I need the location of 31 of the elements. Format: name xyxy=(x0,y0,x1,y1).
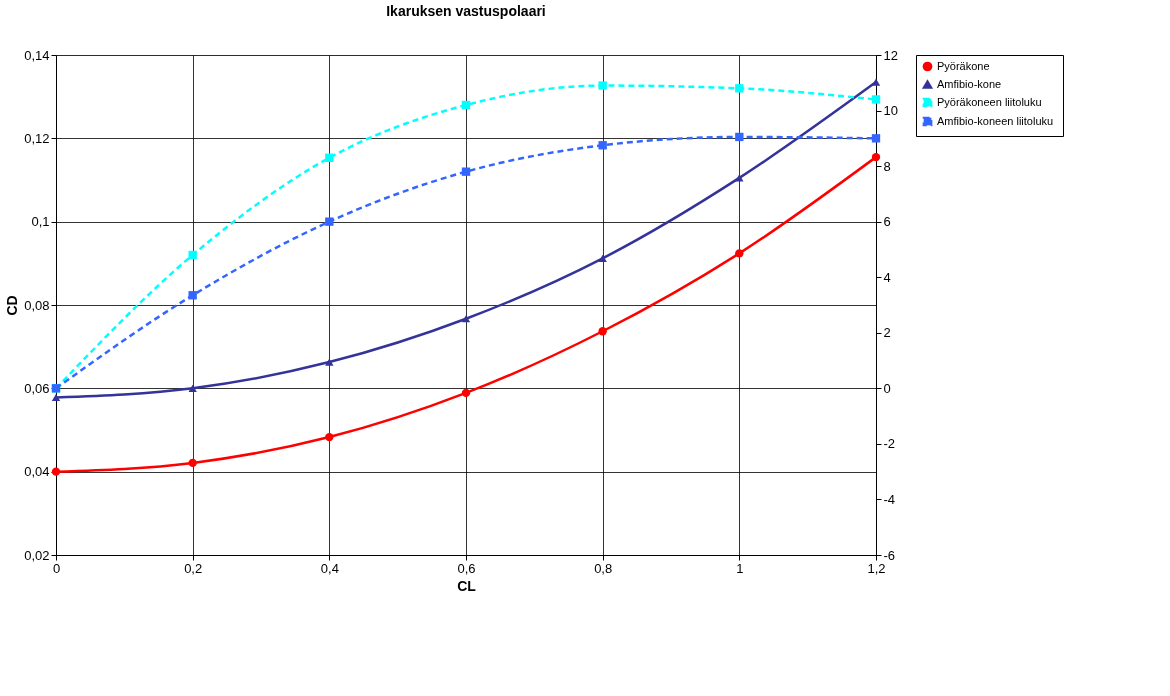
x-tick-label: 0 xyxy=(52,560,61,576)
x-axis-title: CL xyxy=(457,577,477,594)
y-tick-label: 0,12 xyxy=(24,130,50,146)
x-tick-label: 1 xyxy=(736,560,744,576)
y-tick-label: 0,14 xyxy=(24,47,50,63)
legend-label: Amfibio-kone xyxy=(937,77,1002,90)
x-tick-label: 0,8 xyxy=(594,560,613,576)
x-tick-label: 0,4 xyxy=(320,560,339,576)
y2-tick-label: -2 xyxy=(883,436,896,452)
x-tick-label: 1,2 xyxy=(867,560,886,576)
y-tick-label: 0,02 xyxy=(24,547,50,563)
y2-tick-label: -4 xyxy=(883,491,896,507)
y-tick-label: 0,1 xyxy=(31,214,50,230)
y2-tick-label: 10 xyxy=(883,103,898,119)
y2-tick-label: 0 xyxy=(883,380,891,396)
y2-tick-label: 2 xyxy=(883,325,891,341)
y2-tick-label: 6 xyxy=(883,214,891,230)
x-tick-label: 0,2 xyxy=(184,560,203,576)
y2-tick-label: 8 xyxy=(883,158,891,174)
legend-label: Pyöräkone xyxy=(937,59,990,72)
y-tick-label: 0,08 xyxy=(24,297,50,313)
legend-label: Amfibio-koneen liitoluku xyxy=(937,114,1054,127)
y2-tick-label: 12 xyxy=(883,47,898,63)
y-tick-label: 0,04 xyxy=(24,464,50,480)
y2-tick-label: -6 xyxy=(883,547,896,563)
x-tick-label: 0,6 xyxy=(457,560,476,576)
chart-title: Ikaruksen vastuspolaari xyxy=(386,3,546,19)
y2-tick-label: 4 xyxy=(883,269,891,285)
y-tick-label: 0,06 xyxy=(24,380,50,396)
y-axis-title: CD xyxy=(4,295,21,316)
legend-label: Pyöräkoneen liitoluku xyxy=(937,95,1042,108)
